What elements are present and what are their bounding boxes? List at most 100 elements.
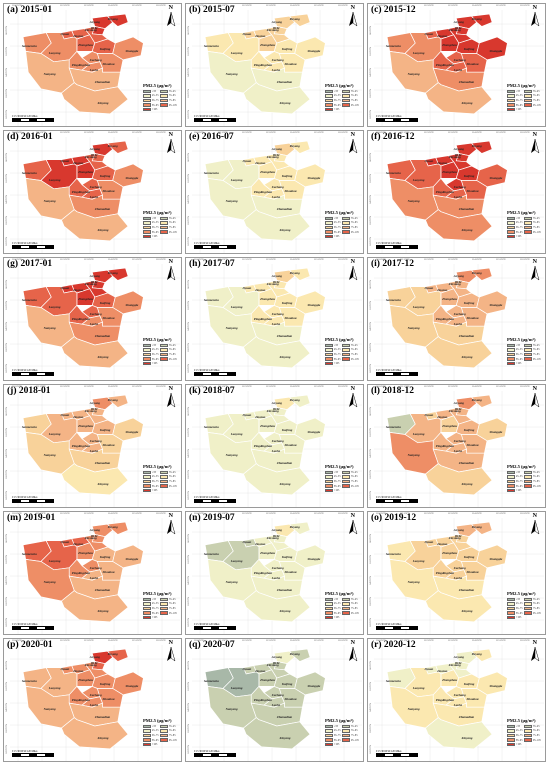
legend-swatch	[524, 611, 532, 615]
legend-swatch	[325, 221, 333, 225]
city-label: Zhumadian	[94, 334, 111, 339]
scale-bar: 0 15 30 60 90 120 Miles	[194, 496, 242, 503]
legend-swatch	[507, 484, 515, 488]
legend-text: 85–95	[152, 484, 159, 488]
legend-swatch	[507, 357, 515, 361]
legend-swatch	[325, 729, 333, 733]
longitude-tick: 115°0'0"E	[314, 131, 324, 134]
legend-text: 95–105	[351, 230, 359, 234]
legend-text: 55–65	[169, 602, 176, 606]
city-label: Jiyuan	[242, 31, 252, 36]
legend-item: 55–65	[342, 729, 359, 734]
legend-text: 95–105	[351, 611, 359, 615]
legend-text: 65–75	[516, 99, 523, 103]
legend-text: ≤35	[516, 89, 521, 93]
scale-bar-graphic	[376, 118, 418, 122]
legend-item: 35–45	[524, 89, 541, 94]
city-label: Pingdingshan	[253, 570, 273, 575]
legend-item: 85–95	[325, 611, 342, 616]
legend-text: >105	[516, 108, 522, 112]
legend-text: ≤35	[152, 724, 157, 728]
city-label: Zhoukou	[284, 442, 297, 447]
legend-swatch	[325, 348, 333, 352]
legend-swatch	[325, 602, 333, 606]
city-label: Xinxiang	[266, 409, 279, 414]
region-puyang	[106, 648, 129, 662]
region-anyang	[273, 15, 296, 29]
legend-item: ≤35	[325, 724, 342, 729]
city-label: Xinxiang	[266, 663, 279, 668]
legend-item: >105	[507, 742, 524, 747]
region-anyang	[91, 15, 114, 29]
legend-text: 55–65	[351, 729, 358, 733]
pm25-legend: PM2.5 (μg/m³) ≤35 35–45 45–55 55–65 65–75 75–8…	[143, 718, 177, 747]
city-label: Nanyang	[43, 326, 56, 331]
city-label: Zhengzhou	[78, 43, 94, 48]
scale-label: 0 15 30 60 90 120 Miles	[12, 750, 38, 753]
city-label: Kaifeng	[463, 301, 475, 306]
legend-item: 95–105	[160, 484, 177, 489]
city-label: Jiaozuo	[437, 160, 448, 165]
legend-item: ≤35	[325, 89, 342, 94]
north-label: N	[350, 386, 355, 392]
latitude-tick: 32°0'0"N	[187, 491, 190, 500]
latitude-tick: 35°0'0"N	[369, 174, 372, 183]
legend-swatch	[325, 470, 333, 475]
north-arrow-icon	[167, 647, 176, 662]
longitude-tick: 115°0'0"E	[496, 258, 506, 261]
legend-item: 95–105	[524, 738, 541, 743]
legend-item: 85–95	[325, 484, 342, 489]
city-label: Pingdingshan	[435, 189, 455, 194]
legend-item: ≤35	[507, 216, 524, 221]
city-label: Hebi	[90, 26, 98, 31]
city-label: Xinyang	[279, 609, 291, 614]
longitude-tick: 116°0'0"E	[156, 639, 166, 642]
legend-item: 85–95	[143, 611, 160, 616]
legend-item: >105	[507, 361, 524, 366]
latitude-tick: 36°0'0"N	[5, 661, 8, 670]
city-label: Zhoukou	[284, 188, 297, 193]
scale-label: 0 15 30 60 90 120 Miles	[376, 496, 402, 499]
legend-item: 65–75	[143, 479, 160, 484]
legend-item: 95–105	[342, 484, 359, 489]
latitude-tick: 36°0'0"N	[5, 407, 8, 416]
legend-item: ≤35	[143, 89, 160, 94]
legend-text: 95–105	[533, 484, 541, 488]
latitude-tick: 34°0'0"N	[369, 703, 372, 712]
legend-swatch	[143, 94, 151, 98]
city-label: Zhumadian	[458, 334, 475, 339]
city-label: Jiaozuo	[437, 414, 448, 419]
latitude-tick: 32°0'0"N	[5, 618, 8, 627]
scale-bar: 0 15 30 60 90 120 Miles	[376, 750, 424, 757]
city-label: Jiyuan	[60, 412, 70, 417]
longitude-tick: 111°0'0"E	[218, 385, 228, 388]
city-label: Anyang	[89, 528, 100, 533]
legend-item: 65–75	[507, 352, 524, 357]
city-label: Xinxiang	[84, 282, 97, 287]
city-label: Kaifeng	[463, 428, 475, 433]
region-anyang	[273, 523, 296, 537]
legend-swatch	[507, 362, 515, 366]
legend-swatch	[524, 479, 532, 484]
region-anyang	[455, 650, 478, 664]
city-label: Xinyang	[97, 482, 109, 487]
region-anyang	[273, 396, 296, 410]
longitude-tick: 113°0'0"E	[266, 385, 276, 388]
city-label: Jiaozuo	[73, 414, 84, 419]
longitude-tick: 110°0'0"E	[12, 639, 22, 642]
latitude-tick: 32°0'0"N	[187, 618, 190, 627]
legend-item: 65–75	[325, 606, 342, 611]
legend-item: 35–45	[342, 470, 359, 475]
legend-text: 45–55	[152, 348, 159, 352]
legend-swatch	[143, 616, 151, 620]
legend-item: 65–75	[325, 98, 342, 103]
legend-swatch	[325, 230, 333, 234]
legend-swatch	[342, 221, 350, 225]
city-label: Puyang	[289, 398, 300, 403]
legend-text: >105	[152, 489, 158, 493]
legend-swatch	[325, 103, 333, 107]
longitude-tick: 111°0'0"E	[218, 131, 228, 134]
legend-item: 95–105	[160, 357, 177, 362]
city-label: Kaifeng	[99, 682, 111, 687]
